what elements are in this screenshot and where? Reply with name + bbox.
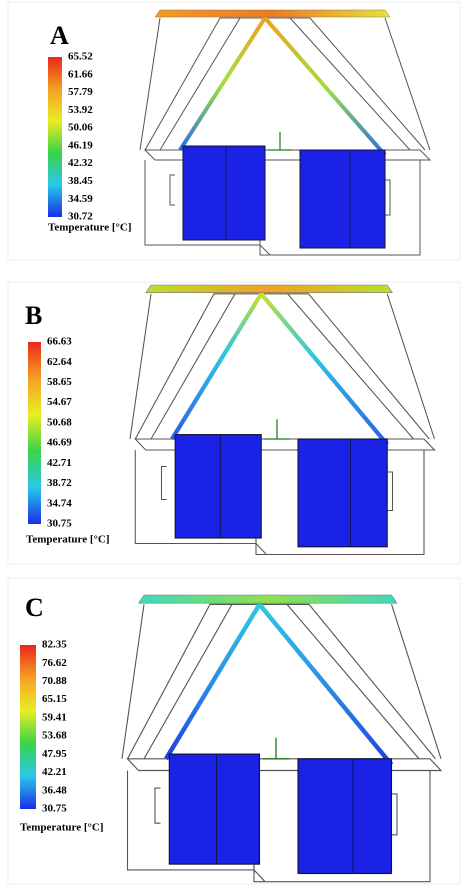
colorbar-tick-label: 66.63 bbox=[47, 336, 72, 348]
colorbar-tick-label: 30.75 bbox=[47, 518, 72, 530]
colorbar-tick-label: 47.95 bbox=[42, 748, 67, 760]
colorbar-tick-label: 58.65 bbox=[47, 376, 72, 388]
colorbar-tick-label: 59.41 bbox=[42, 711, 67, 723]
colorbar-tick-label: 36.48 bbox=[42, 784, 67, 796]
panel-plate bbox=[169, 754, 259, 864]
colorbar-tick-label: 42.71 bbox=[47, 457, 72, 469]
colorbar bbox=[28, 342, 41, 524]
panel-label: A bbox=[50, 21, 69, 50]
collector-beam bbox=[155, 10, 390, 17]
panel-plate bbox=[183, 146, 265, 240]
colorbar-tick-label: 30.75 bbox=[42, 803, 67, 815]
colorbar-tick-label: 38.45 bbox=[68, 175, 93, 187]
colorbar-tick-label: 61.66 bbox=[68, 68, 93, 80]
colorbar-tick-label: 46.19 bbox=[68, 139, 93, 151]
panel: B 66.63 62.64 58.65 54.67 50.68 46.69 42.71 38.7… bbox=[8, 282, 460, 564]
colorbar-tick-label: 57.79 bbox=[68, 86, 93, 98]
collector-beam bbox=[139, 595, 398, 603]
colorbar-tick-label: 62.64 bbox=[47, 356, 72, 368]
panel: A65.52 61.66 57.79 53.92 50.06 46.19 42.32 38.4… bbox=[8, 2, 460, 260]
colorbar-tick-label: 53.68 bbox=[42, 730, 67, 742]
collector-beam bbox=[146, 285, 393, 293]
panel-plate bbox=[298, 439, 387, 547]
colorbar-tick-label: 42.32 bbox=[68, 157, 93, 169]
colorbar bbox=[20, 645, 36, 809]
colorbar-title: Temperature [°C] bbox=[26, 534, 110, 546]
colorbar-tick-label: 42.21 bbox=[42, 766, 67, 778]
panel-plate bbox=[298, 759, 392, 874]
figure: A65.52 61.66 57.79 53.92 50.06 46.19 42.32 38.4… bbox=[0, 0, 463, 888]
colorbar-tick-label: 46.69 bbox=[47, 437, 72, 449]
panel-plate bbox=[300, 150, 385, 248]
panel: C 82.35 76.62 70.88 65.15 59.41 53.68 47.95 42.2… bbox=[8, 578, 460, 884]
colorbar-tick-label: 54.67 bbox=[47, 396, 72, 408]
colorbar-tick-label: 70.88 bbox=[42, 675, 67, 687]
colorbar-title: Temperature [°C] bbox=[20, 822, 104, 834]
colorbar-tick-label: 34.74 bbox=[47, 497, 72, 509]
colorbar bbox=[48, 57, 62, 217]
colorbar-tick-label: 50.68 bbox=[47, 416, 72, 428]
colorbar-tick-label: 65.15 bbox=[42, 693, 67, 705]
colorbar-tick-label: 82.35 bbox=[42, 639, 67, 651]
colorbar-tick-label: 65.52 bbox=[68, 51, 93, 63]
colorbar-tick-label: 50.06 bbox=[68, 122, 93, 134]
colorbar-tick-label: 38.72 bbox=[47, 477, 72, 489]
colorbar-tick-label: 34.59 bbox=[68, 193, 93, 205]
panel-label: B bbox=[25, 301, 42, 330]
colorbar-title: Temperature [°C] bbox=[48, 222, 132, 234]
colorbar-tick-label: 53.92 bbox=[68, 104, 93, 116]
panel-plate bbox=[175, 435, 261, 538]
panel-label: C bbox=[25, 593, 44, 622]
colorbar-tick-label: 76.62 bbox=[42, 657, 67, 669]
